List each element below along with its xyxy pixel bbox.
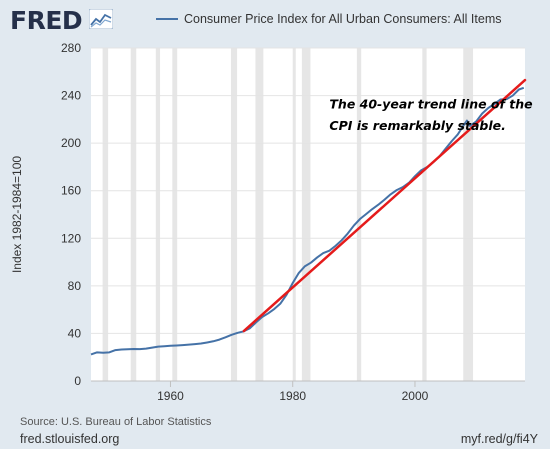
annotation-text: CPI is remarkably stable. [329,118,505,133]
x-tick-label: 1960 [157,389,184,403]
cpi-series-line [90,86,525,356]
y-tick-label: 240 [61,89,81,103]
recession-bands [102,48,474,381]
recession-band [292,48,296,381]
y-tick-label: 280 [61,41,81,55]
x-tick-label: 1980 [279,389,306,403]
y-tick-label: 160 [61,184,81,198]
series-lines [90,78,527,356]
y-tick-labels: 0 40 80 120 160 200 240 280 [61,41,81,388]
x-tick-labels: 1960 1980 2000 [157,381,429,403]
y-tick-label: 80 [68,279,82,293]
recession-band [230,48,238,381]
trend-line [242,78,527,333]
recession-band [422,48,427,381]
y-tick-label: 40 [68,326,82,340]
recession-band [356,48,362,381]
recession-band [255,48,264,381]
y-axis-label: Index 1982-1984=100 [10,156,24,273]
y-tick-label: 120 [61,231,81,245]
recession-band [463,48,474,381]
recession-band [172,48,178,381]
legend-swatch [156,18,178,20]
chart-line-icon [89,9,113,29]
fred-logo[interactable]: FRED [10,6,83,35]
recession-band [130,48,137,381]
y-tick-label: 0 [74,374,81,388]
site-link[interactable]: fred.stlouisfed.org [20,432,120,446]
chart-legend: Consumer Price Index for All Urban Consu… [156,12,501,26]
short-url-link[interactable]: myf.red/g/fi4Y [460,432,538,446]
legend-label: Consumer Price Index for All Urban Consu… [184,12,502,26]
recession-band [301,48,311,381]
recession-band [155,48,161,381]
annotation-text: The 40-year trend line of the [329,97,532,112]
source-note: Source: U.S. Bureau of Labor Statistics [20,416,212,428]
y-tick-label: 200 [61,136,81,150]
recession-band [102,48,109,381]
annotations: The 40-year trend line of the CPI is rema… [329,97,532,133]
x-tick-label: 2000 [402,389,429,403]
